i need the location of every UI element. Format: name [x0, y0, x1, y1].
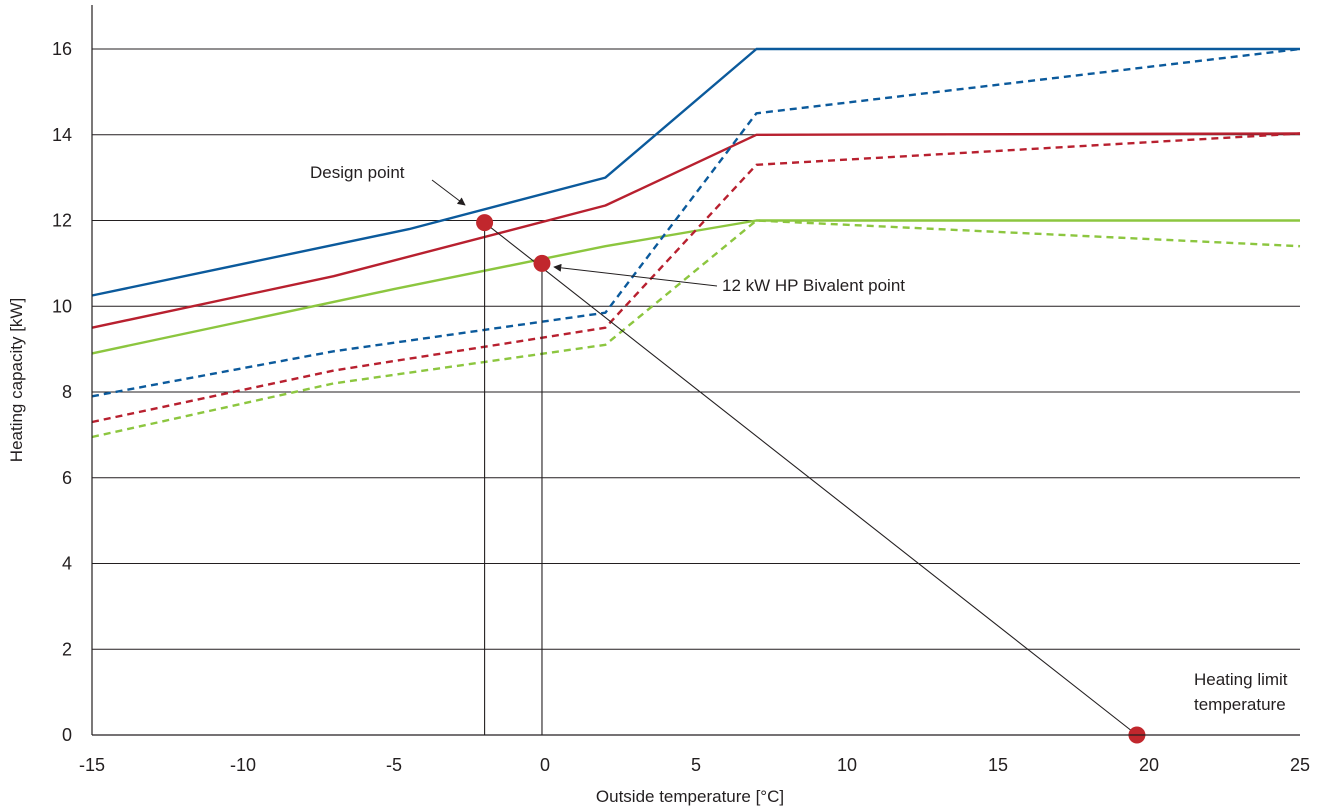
- y-tick-label: 16: [52, 39, 72, 59]
- bivalent-point-label: 12 kW HP Bivalent point: [722, 276, 905, 295]
- bivalent-point-arrow: [553, 263, 718, 287]
- y-tick-label: 8: [62, 382, 72, 402]
- heating-demand-line: [484, 222, 1138, 736]
- series-green-dashed: [91, 219, 1301, 439]
- series-lines: [91, 47, 1301, 439]
- y-axis-title: Heating capacity [kW]: [7, 298, 26, 462]
- y-tick-label: 2: [62, 639, 72, 659]
- y-tick-label: 10: [52, 296, 72, 316]
- design-point-arrow: [431, 179, 466, 206]
- x-axis-title: Outside temperature [°C]: [596, 787, 784, 806]
- series-red-solid: [91, 132, 1301, 329]
- x-tick-label: 5: [691, 755, 701, 775]
- heating-limit-label-line2: temperature: [1194, 695, 1286, 714]
- series-blue-dashed: [91, 47, 1301, 398]
- heating-limit-label-line1: Heating limit: [1194, 670, 1288, 689]
- grid-lines: [92, 48, 1300, 650]
- x-tick-label: 10: [837, 755, 857, 775]
- x-tick-label: -10: [230, 755, 256, 775]
- y-tick-label: 0: [62, 725, 72, 745]
- design-point-marker: [476, 214, 494, 232]
- x-tick-label: 15: [988, 755, 1008, 775]
- x-tick-label: -15: [79, 755, 105, 775]
- y-tick-label: 12: [52, 211, 72, 231]
- series-blue-solid: [91, 47, 1300, 297]
- y-tick-label: 6: [62, 468, 72, 488]
- y-tick-label: 4: [62, 554, 72, 574]
- series-red-dashed: [91, 132, 1301, 424]
- x-tick-label: -5: [386, 755, 402, 775]
- heating-curve-overlay: [484, 222, 1138, 736]
- x-tick-label: 25: [1290, 755, 1310, 775]
- x-tick-labels: -15 -10 -5 0 5 10 15 20 25: [79, 755, 1310, 775]
- design-point-label: Design point: [310, 163, 405, 182]
- point-markers: [476, 214, 1146, 744]
- y-tick-label: 14: [52, 125, 72, 145]
- series-green-solid: [91, 219, 1300, 355]
- y-tick-labels: 0 2 4 6 8 10 12 14 16: [52, 39, 72, 745]
- x-tick-label: 0: [540, 755, 550, 775]
- bivalent-point-marker: [533, 254, 551, 272]
- x-tick-label: 20: [1139, 755, 1159, 775]
